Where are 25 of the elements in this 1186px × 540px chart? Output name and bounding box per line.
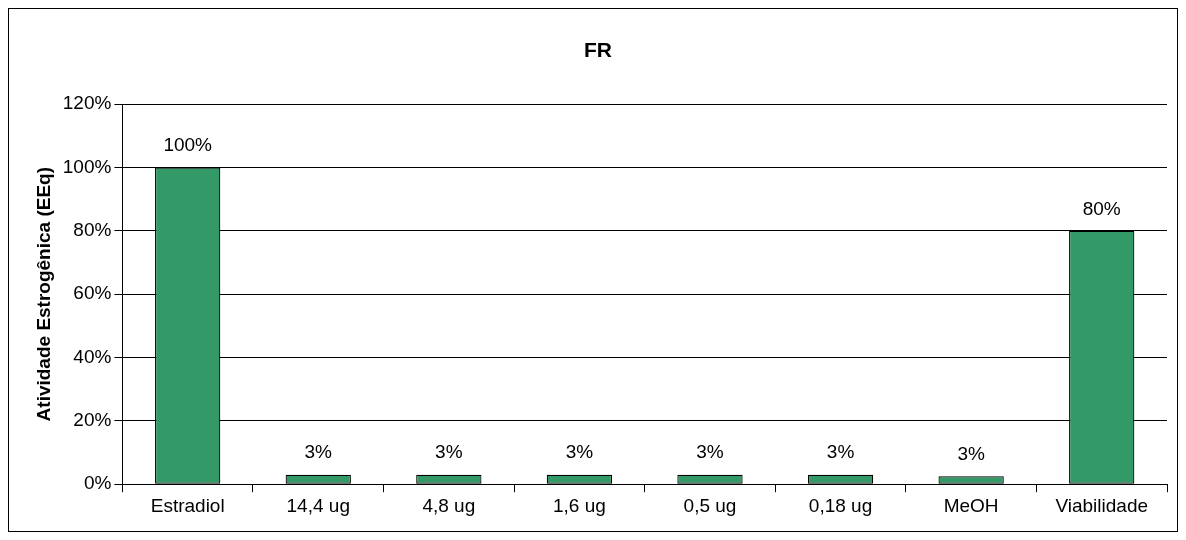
y-tick-label: 120% bbox=[62, 92, 112, 114]
data-label: 3% bbox=[957, 443, 985, 465]
data-label: 3% bbox=[435, 441, 463, 463]
x-tick-label: 4,8 ug bbox=[422, 494, 476, 516]
y-tick-label: 20% bbox=[73, 409, 112, 431]
y-tick-label: 60% bbox=[73, 282, 112, 304]
y-tick-label: 0% bbox=[83, 472, 112, 494]
y-tick-label: 80% bbox=[73, 219, 112, 241]
y-axis-title: Atividade Estrogênica (EEq) bbox=[32, 166, 54, 422]
data-label: 100% bbox=[163, 134, 213, 156]
y-tick-label: 40% bbox=[73, 345, 112, 367]
x-tick-label: MeOH bbox=[943, 494, 999, 516]
y-tick-label: 100% bbox=[62, 155, 112, 177]
x-tick-label: Viabilidade bbox=[1055, 494, 1149, 516]
data-label: 3% bbox=[304, 441, 333, 463]
data-label: 3% bbox=[696, 441, 724, 463]
x-tick-label: Estradiol bbox=[150, 494, 225, 516]
x-tick-label: 1,6 ug bbox=[553, 494, 606, 516]
data-label: 3% bbox=[826, 441, 855, 463]
data-label: 3% bbox=[565, 441, 594, 463]
x-tick-label: 0,18 ug bbox=[808, 494, 873, 516]
x-tick-label: 14,4 ug bbox=[286, 494, 350, 516]
data-label: 80% bbox=[1082, 197, 1121, 219]
x-tick-label: 0,5 ug bbox=[683, 494, 737, 516]
chart-title: FR bbox=[584, 38, 612, 62]
